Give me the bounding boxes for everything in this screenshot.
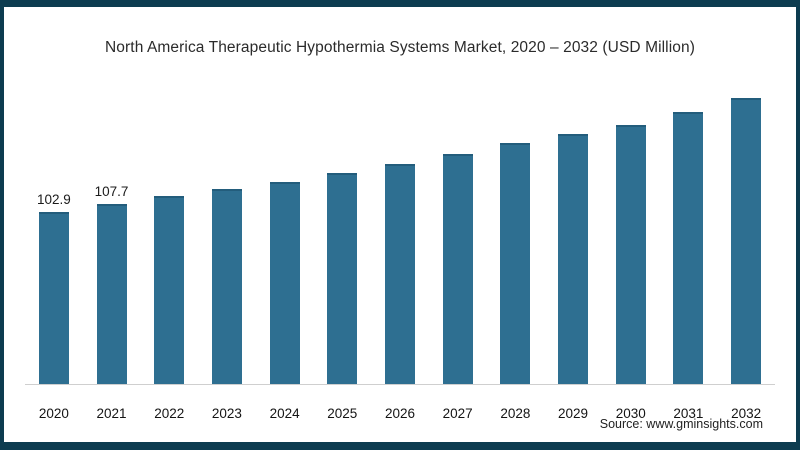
- bar-slot-2030: [602, 92, 660, 384]
- bar-2024: [269, 182, 300, 384]
- bar-2030: [615, 124, 646, 384]
- bar-2021: [96, 204, 127, 384]
- bar-slot-2020: 102.9: [25, 92, 83, 384]
- bar-2031: [673, 111, 704, 384]
- bar-2028: [500, 143, 531, 384]
- x-tick-2028: 2028: [500, 406, 531, 421]
- bar-slot-2025: [313, 92, 371, 384]
- bar-2025: [327, 173, 358, 384]
- bar-slot-2031: [660, 92, 718, 384]
- x-tick-2020: 2020: [38, 406, 69, 421]
- bar-slot-2027: [429, 92, 487, 384]
- plot-area: 102.9 107.7: [25, 92, 775, 385]
- bar-2029: [558, 133, 589, 384]
- bar-slot-2026: [371, 92, 429, 384]
- bar-2026: [384, 164, 415, 384]
- source-credit: Source: www.gminsights.com: [599, 417, 763, 431]
- x-tick-2024: 2024: [269, 406, 300, 421]
- bar-slot-2032: [717, 92, 775, 384]
- x-tick-2027: 2027: [442, 406, 473, 421]
- x-tick-2023: 2023: [211, 406, 242, 421]
- bar-value-label-2021: 107.7: [94, 184, 129, 200]
- bar-slot-2023: [198, 92, 256, 384]
- bar-2027: [442, 153, 473, 384]
- x-tick-2029: 2029: [558, 406, 589, 421]
- bar-slot-2029: [544, 92, 602, 384]
- x-tick-2031: 2031: [673, 406, 704, 421]
- x-tick-2032: 2032: [731, 406, 762, 421]
- bar-2020: [38, 212, 69, 384]
- bar-slot-2024: [256, 92, 314, 384]
- x-tick-2022: 2022: [154, 406, 185, 421]
- bar-2022: [154, 195, 185, 384]
- bar-2032: [731, 98, 762, 384]
- x-tick-2025: 2025: [327, 406, 358, 421]
- x-tick-2026: 2026: [384, 406, 415, 421]
- x-axis-labels: 2020 2021 2022 2023 2024 2025 2026 2027 2028 2029…: [25, 406, 775, 421]
- bar-slot-2021: 107.7: [83, 92, 141, 384]
- x-tick-2021: 2021: [96, 406, 127, 421]
- chart-title: North America Therapeutic Hypothermia Sy…: [105, 39, 695, 56]
- bar-slot-2028: [487, 92, 545, 384]
- bar-value-label-2020: 102.9: [36, 192, 71, 208]
- bar-2023: [211, 189, 242, 384]
- x-tick-2030: 2030: [615, 406, 646, 421]
- bar-slot-2022: [140, 92, 198, 384]
